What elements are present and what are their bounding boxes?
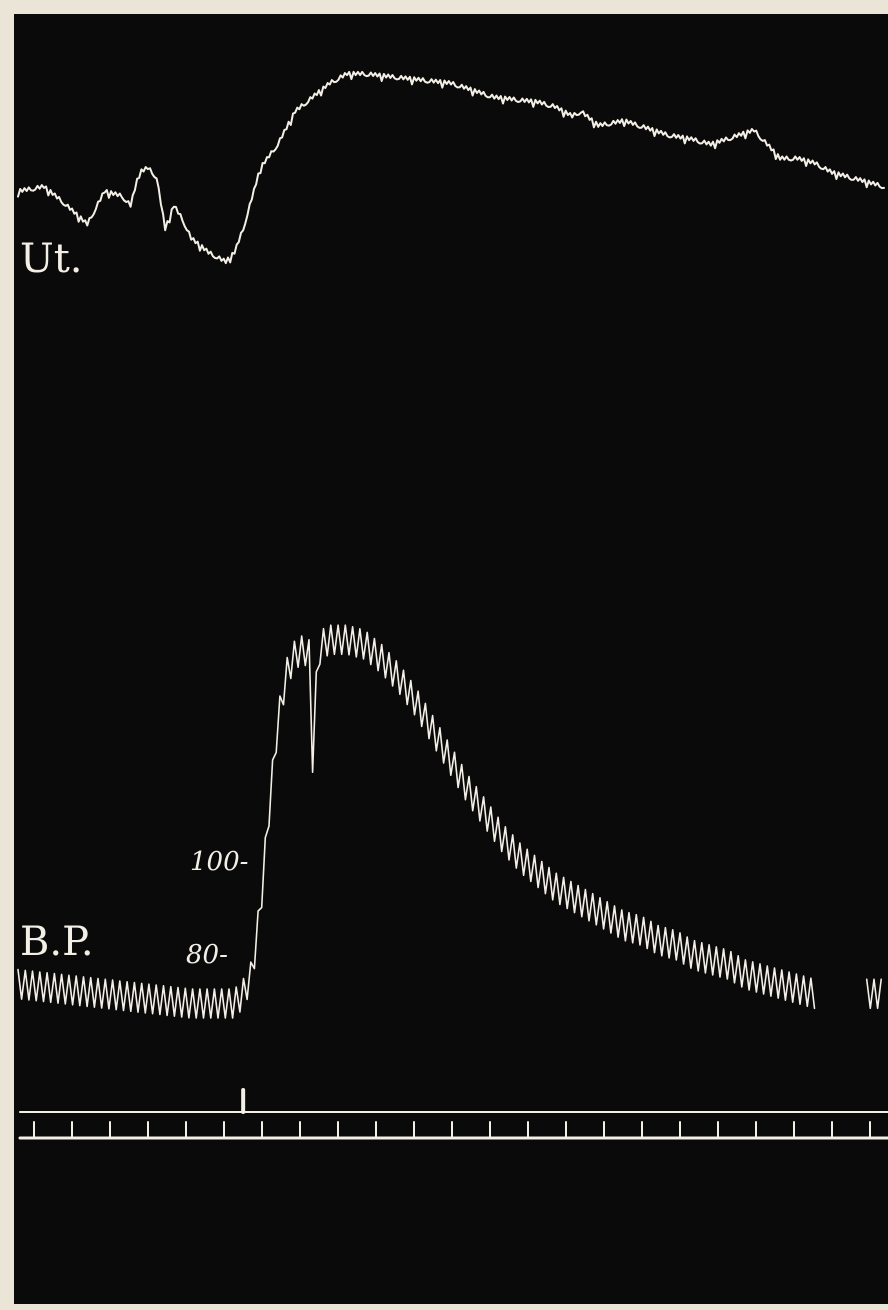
time-marker-group bbox=[18, 1088, 888, 1140]
uterus-trace-label: Ut. bbox=[20, 236, 83, 282]
uterus-trace-line bbox=[17, 70, 885, 265]
blood-pressure-trace-label: B.P. bbox=[20, 919, 94, 965]
bp-scale-label-80: 80- bbox=[186, 940, 228, 970]
kymograph-plate bbox=[14, 14, 888, 1304]
blood-pressure-trace-line bbox=[865, 978, 882, 1010]
blood-pressure-trace-line bbox=[17, 624, 816, 1019]
uterus-trace-group bbox=[17, 70, 885, 265]
blood-pressure-trace-group bbox=[17, 624, 882, 1019]
bp-scale-label-100: 100- bbox=[190, 847, 248, 877]
label-group: Ut. B.P. 100- 80- bbox=[20, 236, 248, 970]
